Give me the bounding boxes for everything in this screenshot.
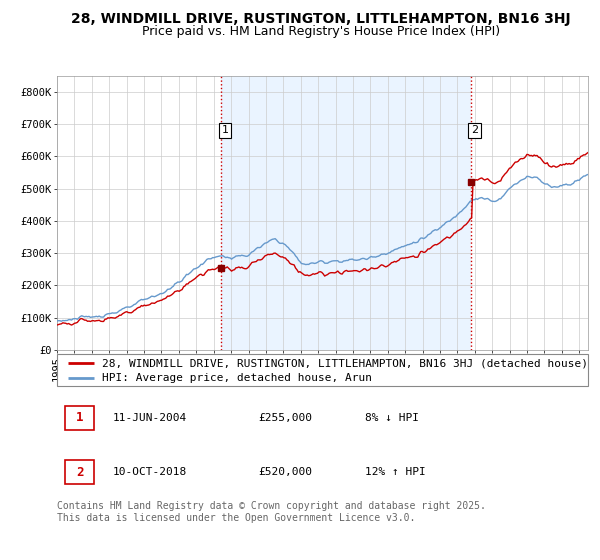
Text: 1: 1 (76, 412, 83, 424)
FancyBboxPatch shape (65, 460, 94, 484)
Text: 1: 1 (221, 125, 229, 136)
Text: 8% ↓ HPI: 8% ↓ HPI (365, 413, 419, 423)
Text: 10-OCT-2018: 10-OCT-2018 (113, 467, 187, 477)
Bar (221, 76, 471, 350)
Text: £520,000: £520,000 (259, 467, 313, 477)
Text: 28, WINDMILL DRIVE, RUSTINGTON, LITTLEHAMPTON, BN16 3HJ: 28, WINDMILL DRIVE, RUSTINGTON, LITTLEHA… (71, 12, 571, 26)
Text: £255,000: £255,000 (259, 413, 313, 423)
FancyBboxPatch shape (57, 354, 588, 386)
FancyBboxPatch shape (65, 406, 94, 430)
Text: 2: 2 (76, 466, 83, 479)
Text: Price paid vs. HM Land Registry's House Price Index (HPI): Price paid vs. HM Land Registry's House … (142, 25, 500, 38)
Text: 11-JUN-2004: 11-JUN-2004 (113, 413, 187, 423)
Text: 28, WINDMILL DRIVE, RUSTINGTON, LITTLEHAMPTON, BN16 3HJ (detached house): 28, WINDMILL DRIVE, RUSTINGTON, LITTLEHA… (102, 358, 588, 368)
Text: 2: 2 (471, 125, 478, 136)
Text: 12% ↑ HPI: 12% ↑ HPI (365, 467, 426, 477)
Text: HPI: Average price, detached house, Arun: HPI: Average price, detached house, Arun (102, 374, 372, 383)
Text: Contains HM Land Registry data © Crown copyright and database right 2025.
This d: Contains HM Land Registry data © Crown c… (57, 501, 486, 523)
